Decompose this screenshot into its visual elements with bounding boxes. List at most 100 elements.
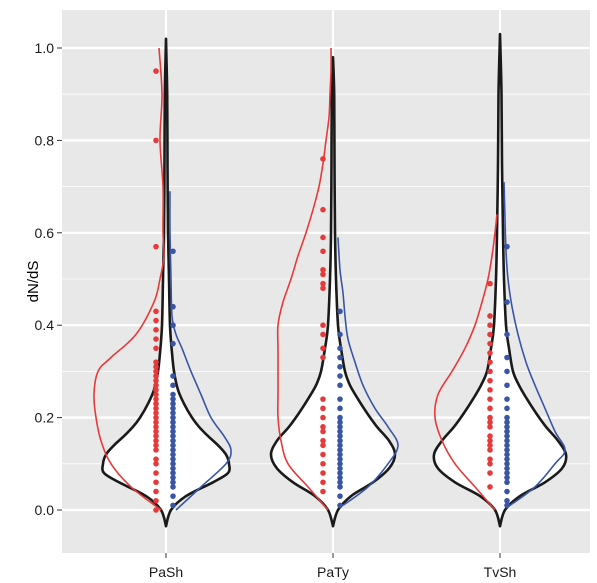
point-b-paty	[337, 479, 343, 486]
point-a-paty	[320, 345, 326, 352]
point-a-pash	[153, 137, 159, 144]
point-b-paty	[337, 354, 343, 361]
point-a-pash	[153, 391, 159, 398]
point-a-paty	[320, 156, 326, 162]
point-a-pash	[153, 507, 159, 513]
point-b-tvsh	[504, 299, 510, 305]
x-tick-label-paty: PaTy	[317, 564, 349, 580]
point-b-paty	[337, 433, 343, 439]
point-a-pash	[153, 327, 159, 333]
point-a-tvsh	[487, 437, 493, 444]
point-a-pash	[153, 359, 159, 365]
point-b-tvsh	[504, 497, 510, 504]
point-b-paty	[337, 502, 343, 509]
point-a-tvsh	[487, 456, 493, 462]
point-a-tvsh	[487, 368, 493, 375]
point-b-tvsh	[504, 396, 510, 402]
density-curve-a-tvsh	[433, 214, 498, 511]
point-a-paty	[320, 461, 326, 467]
point-b-tvsh	[504, 470, 510, 476]
point-a-tvsh	[487, 396, 493, 402]
point-a-pash	[153, 428, 159, 435]
point-b-pash	[170, 303, 176, 310]
x-tick-label-pash: PaSh	[149, 564, 183, 580]
point-b-pash	[170, 373, 176, 379]
point-b-tvsh	[504, 456, 510, 462]
point-b-tvsh	[504, 461, 510, 467]
y-tick-label: 0.8	[35, 132, 55, 148]
point-a-pash	[153, 433, 159, 439]
point-b-tvsh	[504, 502, 510, 509]
point-b-paty	[337, 363, 343, 370]
point-b-paty	[337, 447, 343, 453]
point-b-paty	[337, 437, 343, 444]
point-b-pash	[170, 400, 176, 407]
point-a-paty	[320, 234, 326, 241]
point-a-paty	[320, 451, 326, 458]
point-b-pash	[170, 447, 176, 453]
point-b-pash	[170, 456, 176, 462]
density-curve-b-paty	[337, 237, 399, 507]
point-a-tvsh	[487, 280, 493, 287]
y-tick-label: 0.6	[35, 225, 55, 241]
point-a-pash	[153, 368, 159, 375]
point-b-paty	[337, 442, 343, 449]
point-b-pash	[170, 433, 176, 439]
point-a-pash	[153, 470, 159, 476]
point-a-tvsh	[487, 377, 493, 384]
point-b-pash	[170, 396, 176, 402]
point-a-paty	[320, 424, 326, 430]
y-tick-label: 1.0	[35, 40, 55, 56]
point-a-pash	[153, 424, 159, 430]
violin-paty	[269, 55, 397, 528]
point-b-tvsh	[504, 354, 510, 361]
y-axis-ticks: 0.0 0.2 0.4 0.6 0.8 1.0	[35, 40, 62, 518]
point-a-pash	[153, 377, 159, 384]
point-b-pash	[170, 428, 176, 435]
point-b-pash	[170, 248, 176, 255]
point-a-paty	[320, 354, 326, 361]
point-b-pash	[170, 424, 176, 430]
x-tick-label-tvsh: TvSh	[484, 564, 517, 580]
point-b-paty	[337, 419, 343, 426]
point-a-tvsh	[487, 405, 493, 412]
point-a-pash	[153, 447, 159, 453]
y-tick-label: 0.2	[35, 410, 55, 426]
density-curve-b-tvsh	[503, 181, 566, 507]
point-a-pash	[153, 243, 159, 250]
point-b-paty	[337, 405, 343, 412]
density-curves	[93, 47, 566, 511]
point-b-paty	[337, 470, 343, 476]
point-a-tvsh	[487, 461, 493, 467]
point-a-paty	[320, 248, 326, 255]
point-a-paty	[320, 271, 326, 278]
point-b-tvsh	[504, 424, 510, 430]
point-b-tvsh	[504, 488, 510, 495]
point-b-tvsh	[504, 447, 510, 453]
point-b-pash	[170, 451, 176, 458]
point-a-tvsh	[487, 313, 493, 319]
point-a-paty	[320, 266, 326, 273]
point-a-pash	[153, 488, 159, 495]
point-a-paty	[320, 285, 326, 292]
density-curve-a-paty	[276, 47, 332, 511]
point-a-tvsh	[487, 470, 493, 476]
point-a-pash	[153, 419, 159, 426]
point-b-paty	[337, 484, 343, 490]
point-a-tvsh	[487, 340, 493, 347]
point-a-pash	[153, 382, 159, 389]
point-b-tvsh	[504, 368, 510, 375]
point-a-paty	[320, 414, 326, 421]
point-b-paty	[337, 345, 343, 352]
point-b-tvsh	[504, 428, 510, 435]
point-a-pash	[153, 363, 159, 370]
point-b-pash	[170, 391, 176, 398]
point-b-tvsh	[504, 414, 510, 421]
y-tick-label: 0.0	[35, 502, 55, 518]
point-b-tvsh	[504, 465, 510, 472]
point-a-paty	[320, 396, 326, 402]
point-a-pash	[153, 68, 159, 74]
point-b-pash	[170, 461, 176, 467]
point-a-paty	[320, 470, 326, 476]
point-a-pash	[153, 396, 159, 402]
